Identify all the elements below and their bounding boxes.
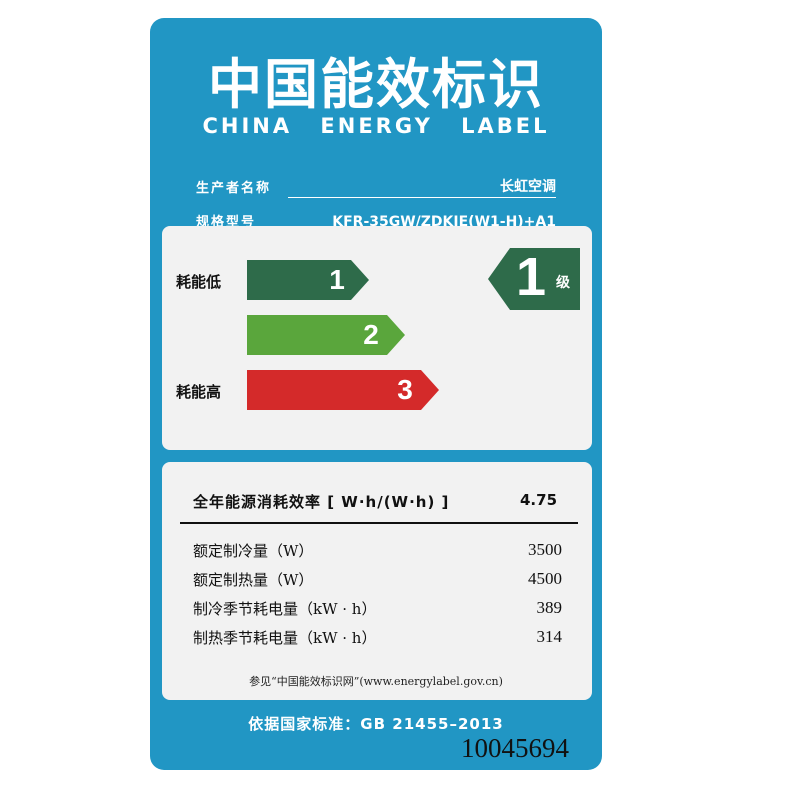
current-grade-badge-fill [488,248,580,310]
manufacturer-key: 生产者名称 [196,181,272,196]
manufacturer-row: 生产者名称 长虹空调 [196,168,556,198]
grade-arrow-3-fill [247,370,439,410]
grade-arrow-1-shape [247,260,369,300]
spec-value-cooling-capacity: 3500 [528,540,562,559]
reference-note: 参见“中国能效标识网”(www.energylabel.gov.cn) [249,675,503,688]
current-grade-badge: 1 级 [488,247,580,310]
title-english: CHINA ENERGY LABEL [202,114,550,138]
spec-name-cooling-capacity: 额定制冷量（W） [193,542,314,560]
spec-name-cooling-seasonal-power: 制冷季节耗电量（kW · h） [193,600,377,618]
grade-arrow-2-fill [247,315,405,355]
spec-panel [162,462,592,700]
grade-arrow-1-fill [247,260,369,300]
efficiency-name: 全年能源消耗效率 [ W·h/(W·h) ] [193,493,450,511]
grade-arrow-1: 1 [247,260,369,300]
spec-value-heating-capacity: 4500 [528,569,562,588]
grade-arrow-3-number: 3 [397,374,413,405]
grade-arrow-3-shape [247,370,439,410]
efficiency-value: 4.75 [520,491,558,509]
spec-value-heating-seasonal-power: 314 [536,627,563,646]
low-consumption-label: 耗能低 [176,273,222,291]
grade-arrow-3: 3 [247,370,439,410]
spec-value-cooling-seasonal-power: 389 [536,598,563,617]
grade-arrow-2-number: 2 [363,319,379,350]
title-chinese: 中国能效标识 [208,53,544,116]
serial-number: 10045694 [461,733,569,763]
spec-name-heating-capacity: 额定制热量（W） [193,571,314,589]
manufacturer-underline [288,197,556,198]
spec-name-heating-seasonal-power: 制热季节耗电量（kW · h） [193,629,377,647]
grade-arrow-2: 2 [247,315,405,355]
current-grade-unit: 级 [556,275,570,291]
grade-arrow-1-number: 1 [329,264,345,295]
current-grade-badge-shape [488,248,580,310]
grade-arrow-2-shape [247,315,405,355]
national-standard: 依据国家标准：GB 21455–2013 [248,715,504,733]
high-consumption-label: 耗能高 [176,383,222,401]
manufacturer-value: 长虹空调 [500,179,556,195]
current-grade-number: 1 [516,247,547,307]
efficiency-divider [180,522,578,524]
